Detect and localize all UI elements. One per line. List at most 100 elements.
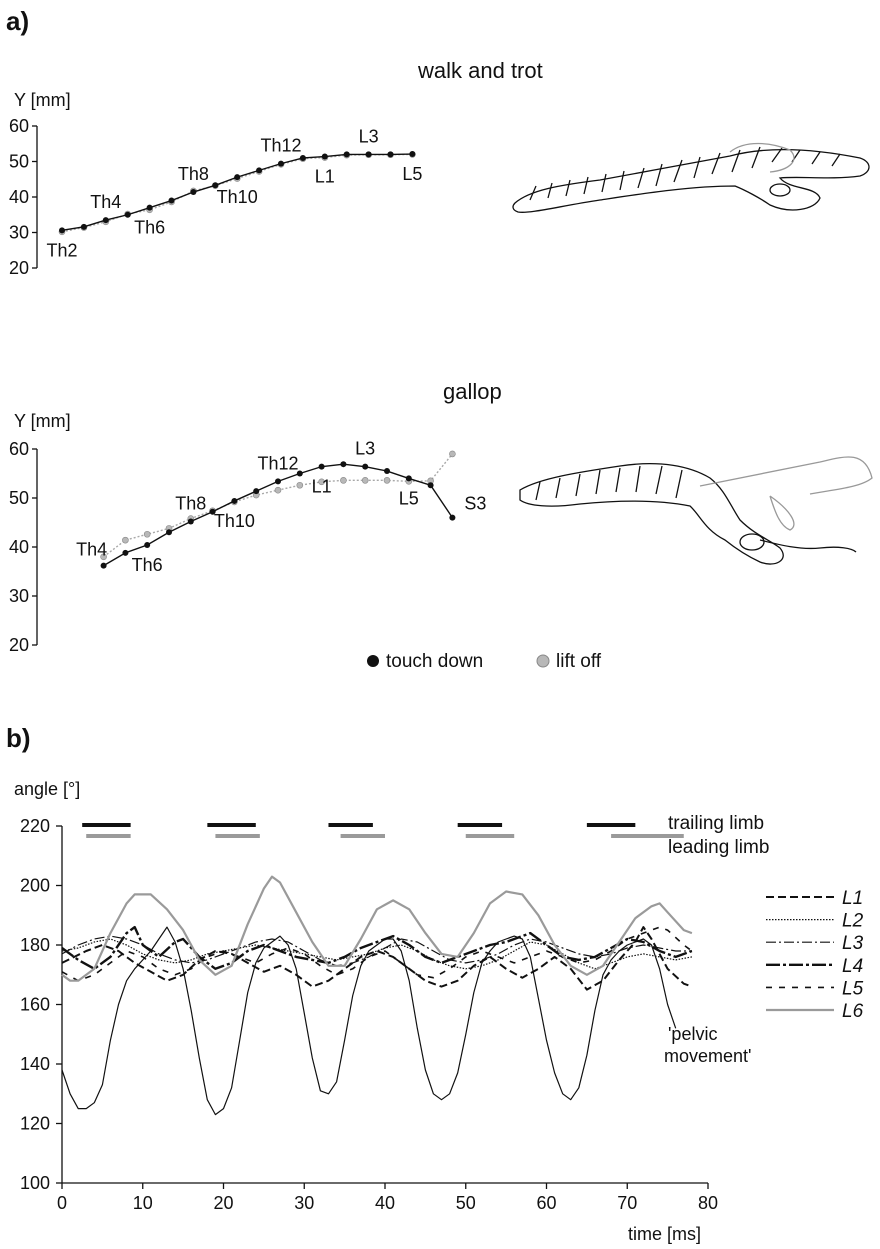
x-tick-label: 70 [617, 1193, 637, 1213]
x-tick-label: 40 [375, 1193, 395, 1213]
x-tick-label: 20 [213, 1193, 233, 1213]
touch-down-point [168, 197, 175, 204]
y-tick-label: 60 [9, 439, 29, 459]
y-tick-label: 220 [20, 816, 50, 836]
x-tick-label: 50 [456, 1193, 476, 1213]
vertebra-label: Th2 [46, 240, 77, 260]
touch-down-point [318, 463, 325, 470]
touch-down-point [146, 204, 153, 211]
panel-a-legend: touch down lift off [367, 651, 602, 672]
lift-off-point [122, 536, 129, 544]
walk-trot-ylabel: Y [mm] [14, 90, 71, 110]
vertebra-label: Th12 [260, 136, 301, 156]
vertebra-label: L5 [402, 164, 422, 184]
touch-down-point [362, 463, 369, 470]
y-tick-label: 100 [20, 1173, 50, 1193]
touch-down-point [212, 182, 219, 189]
touch-down-point [166, 529, 172, 536]
lift-off-point [296, 481, 304, 489]
touch-down-point [321, 153, 328, 160]
y-tick-label: 30 [9, 586, 29, 606]
x-tick-label: 80 [698, 1193, 718, 1213]
lift-off-label: lift off [556, 651, 602, 672]
walk-trot-spine-illustration [512, 142, 870, 213]
leading-limb-label: leading limb [668, 837, 769, 858]
panel-b-label: b) [6, 723, 31, 753]
touch-down-point [278, 160, 284, 167]
touch-down-point [122, 549, 129, 556]
lift-off-point [340, 477, 347, 484]
touch-down-point [449, 514, 456, 521]
touch-down-point [102, 217, 109, 224]
vertebra-label: Th8 [175, 494, 206, 514]
touch-down-point [144, 542, 151, 549]
vertebra-label: Th4 [90, 192, 121, 212]
touch-down-point [387, 151, 394, 158]
trailing-limb-label: trailing limb [668, 813, 764, 834]
touch-down-point [275, 478, 281, 485]
y-tick-label: 20 [9, 258, 29, 278]
walk-trot-title: walk and trot [417, 58, 543, 83]
y-tick-label: 40 [9, 187, 29, 207]
series-l4-line [61, 925, 693, 970]
lift-off-point [274, 486, 282, 494]
touch-down-point [190, 189, 197, 196]
x-tick-label: 10 [133, 1193, 153, 1213]
y-tick-label: 160 [20, 995, 50, 1015]
touch-down-point [231, 497, 238, 504]
vertebra-label: L1 [315, 167, 335, 187]
vertebra-label: L1 [312, 477, 332, 497]
gallop-spine-illustration [519, 456, 873, 565]
pelvic-annotation: 'pelvic [668, 1024, 717, 1044]
legend-l2-label: L2 [842, 911, 864, 932]
lift-off-point [100, 553, 107, 561]
touch-down-point [80, 223, 87, 230]
gallop-ylabel: Y [mm] [14, 411, 71, 431]
touch-down-point [187, 518, 194, 525]
series-l1-line [61, 926, 693, 991]
vertebra-label: Th8 [178, 164, 209, 184]
x-tick-label: 60 [536, 1193, 556, 1213]
series-pelvic-line [61, 926, 677, 1116]
touch-down-point [253, 488, 260, 495]
y-tick-label: 140 [20, 1054, 50, 1074]
vertebra-label: Th10 [217, 187, 258, 207]
legend-l3-label: L3 [842, 933, 864, 954]
lift-off-point [143, 530, 151, 538]
vertebra-label: S3 [464, 494, 486, 514]
touch-down-point [384, 468, 390, 475]
touch-down-point [427, 482, 434, 489]
touch-down-point [405, 475, 412, 482]
x-tick-label: 30 [294, 1193, 314, 1213]
pelvic-annotation-line2: movement' [664, 1046, 751, 1066]
series-l6-line [61, 875, 693, 982]
touch-down-point [343, 151, 350, 158]
lift-off-marker [536, 654, 550, 668]
vertebra-label: Th6 [132, 555, 163, 575]
angle-axis-label: angle [°] [14, 779, 80, 799]
y-tick-label: 50 [9, 152, 29, 172]
legend-l6-label: L6 [842, 1001, 864, 1022]
legend-l1-label: L1 [842, 888, 863, 909]
gallop-chart: gallop Y [mm] 20 30 40 50 60 Th4 Th6 Th8 Th10 Th… [9, 379, 502, 655]
lift-off-point [383, 477, 391, 484]
panel-a-label: a) [6, 6, 29, 36]
vertebra-label: L3 [359, 126, 379, 146]
y-tick-label: 20 [9, 635, 29, 655]
series-l2-line [61, 938, 693, 970]
vertebra-label: L3 [355, 439, 375, 459]
gallop-title: gallop [443, 379, 502, 404]
vertebra-label: Th6 [134, 218, 165, 238]
y-tick-label: 50 [9, 488, 29, 508]
lift-off-point [449, 450, 456, 458]
lift-off-point [318, 478, 325, 486]
time-axis-label: time [ms] [628, 1224, 701, 1244]
touch-down-point [340, 461, 347, 468]
y-tick-label: 60 [9, 116, 29, 136]
y-tick-label: 120 [20, 1114, 50, 1134]
y-tick-label: 40 [9, 537, 29, 557]
pelvic-movement-label: 'pelvic movement' [664, 1024, 751, 1066]
touch-down-point [209, 508, 216, 515]
walk-trot-chart: walk and trot Y [mm] 20 30 40 50 60 Th2 Th4 Th… [9, 58, 543, 278]
